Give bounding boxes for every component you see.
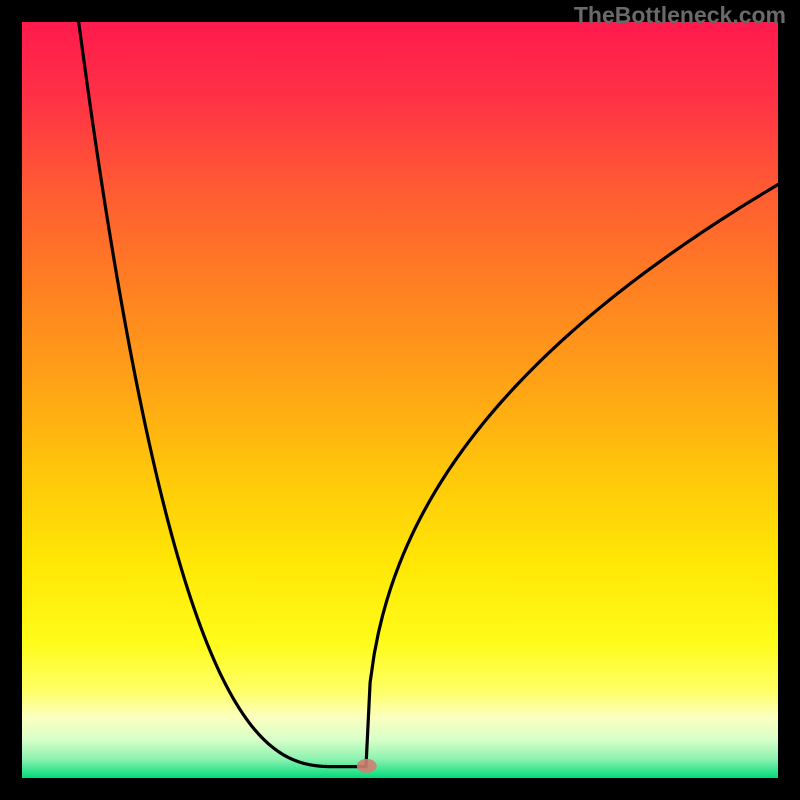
- chart-svg: [22, 22, 778, 778]
- valley-marker: [357, 759, 377, 773]
- watermark-text: TheBottleneck.com: [574, 2, 786, 29]
- gradient-background: [22, 22, 778, 778]
- chart-frame: TheBottleneck.com: [0, 0, 800, 800]
- plot-area: [22, 22, 778, 778]
